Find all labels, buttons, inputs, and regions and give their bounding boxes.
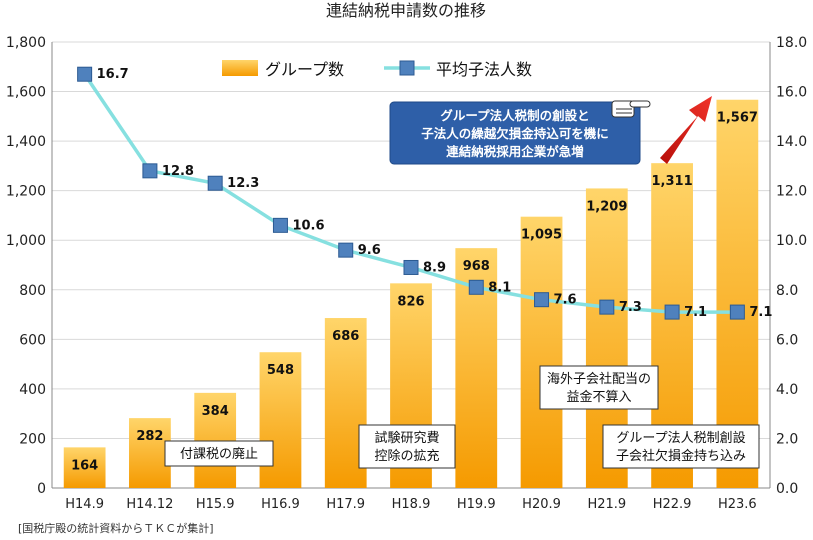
left-tick-label: 1,200	[6, 184, 46, 200]
line-series: 16.7 12.8 12.3 10.6 9.6 8.9 8.1 7.6 7.3 7.1 7.1	[77, 66, 772, 320]
line-marker	[534, 292, 550, 308]
annotation-tax-abolition-box	[164, 440, 274, 467]
bar	[716, 99, 759, 488]
bar-value-label: 1,311	[652, 174, 693, 189]
bar-value-label: 282	[136, 429, 163, 444]
annotation-rnd-credit-text: 試験研究費	[374, 430, 439, 446]
left-tick-label: 200	[19, 431, 46, 447]
x-tick-label: H23.6	[718, 497, 757, 512]
annotations: 付課税の廃止試験研究費控除の拡充海外子会社配当の益金不算入グループ法人税制創設子…	[164, 96, 760, 469]
line-marker	[338, 242, 354, 258]
x-tick-label: H20.9	[522, 497, 561, 512]
right-tick-label: 14.0	[776, 134, 807, 150]
line-marker	[142, 163, 158, 179]
bar-value-label: 686	[332, 329, 359, 344]
right-tick-label: 16.0	[776, 85, 807, 101]
callout-box	[389, 101, 641, 165]
callout-text: 連結納税採用企業が急増	[446, 144, 584, 159]
bar	[520, 216, 563, 488]
left-tick-label: 0	[37, 481, 46, 497]
left-tick-label: 1,400	[6, 134, 46, 150]
callout-text: 子法人の繰越欠損金持込可を機に	[421, 126, 609, 141]
right-tick-label: 18.0	[776, 35, 807, 51]
line-marker	[77, 66, 93, 82]
annotation-tax-abolition-text: 付課税の廃止	[180, 446, 258, 462]
left-tick-label: 800	[19, 283, 46, 299]
line-value-label: 8.9	[423, 260, 446, 275]
bar-value-label: 164	[71, 458, 98, 473]
right-tick-label: 10.0	[776, 233, 807, 249]
bar	[129, 418, 171, 488]
annotation-group-taxation-text: 子会社欠損金持ち込み	[616, 448, 746, 464]
right-tick-label: 4.0	[776, 382, 798, 398]
bar-value-label: 968	[463, 259, 490, 274]
line-value-label: 8.1	[488, 280, 511, 295]
annotation-foreign-dividend-text: 益金不算入	[566, 389, 631, 405]
left-tick-label: 1,000	[6, 233, 46, 249]
bar	[194, 392, 237, 488]
annotation-rnd-credit-box	[358, 424, 456, 469]
left-tick-label: 600	[19, 332, 46, 348]
line-value-label: 16.7	[97, 67, 129, 82]
legend-bar-label: グループ数	[265, 60, 344, 79]
annotation-group-taxation-text: グループ法人税制創設	[616, 430, 745, 446]
x-tick-label: H21.9	[587, 497, 626, 512]
right-tick-label: 12.0	[776, 184, 807, 200]
right-tick-label: 2.0	[776, 431, 798, 447]
line-value-label: 12.8	[162, 164, 194, 179]
line-value-label: 10.6	[292, 218, 324, 233]
line-value-label: 7.6	[554, 293, 577, 308]
callout-text: グループ法人税制の創設と	[440, 108, 589, 123]
left-tick-label: 400	[19, 382, 46, 398]
bar-value-label: 826	[397, 294, 424, 309]
left-tick-label: 1,800	[6, 35, 46, 51]
x-tick-label: H16.9	[261, 497, 300, 512]
line-marker	[272, 217, 288, 233]
line-marker	[729, 304, 745, 320]
line-marker	[664, 304, 680, 320]
bar-value-label: 548	[267, 363, 294, 378]
line-value-label: 9.6	[358, 243, 381, 258]
chart-title: 連結納税申請数の推移	[326, 1, 486, 20]
x-tick-label: H14.9	[65, 497, 104, 512]
hand-finger	[629, 100, 651, 108]
line-value-label: 7.1	[684, 305, 707, 320]
axes: 0 0.0 200 2.0 400 4.0 600 6.0 800 8.0 1,000 10.0 1,2…	[6, 35, 807, 512]
line-marker	[403, 259, 419, 275]
bar	[63, 447, 106, 488]
right-tick-label: 8.0	[776, 283, 798, 299]
line-value-label: 7.1	[749, 305, 772, 320]
right-tick-label: 0.0	[776, 481, 798, 497]
x-tick-label: H19.9	[457, 497, 496, 512]
annotation-foreign-dividend-box	[539, 365, 659, 410]
annotation-rnd-credit-text: 控除の拡充	[374, 448, 439, 464]
x-tick-label: H14.12	[126, 497, 173, 512]
gridlines	[52, 41, 770, 439]
x-tick-label: H15.9	[196, 497, 235, 512]
pointing-hand-icon	[611, 100, 651, 118]
legend-bar-swatch	[222, 60, 258, 76]
bar-value-label: 1,095	[521, 228, 562, 243]
x-tick-label: H18.9	[392, 497, 431, 512]
x-tick-label: H22.9	[653, 497, 692, 512]
bar-value-label: 1,209	[586, 199, 627, 214]
legend-line-label: 平均子法人数	[436, 60, 532, 79]
annotation-foreign-dividend-text: 海外子会社配当の	[547, 371, 651, 387]
source-note: [国税庁殿の統計資料からＴＫＣが集計]	[18, 521, 214, 535]
bar-value-label: 1,567	[717, 111, 758, 126]
line-marker	[468, 279, 484, 295]
line-value-label: 12.3	[227, 176, 259, 191]
left-tick-label: 1,600	[6, 85, 46, 101]
right-tick-label: 6.0	[776, 332, 798, 348]
bar-value-label: 384	[202, 404, 229, 419]
line-marker	[599, 299, 615, 315]
legend-line-marker	[399, 60, 415, 76]
line-value-label: 7.3	[619, 300, 642, 315]
x-tick-label: H17.9	[326, 497, 365, 512]
line-marker	[207, 175, 223, 191]
growth-arrow-icon	[660, 96, 712, 164]
legend: グループ数 平均子法人数	[222, 60, 532, 79]
annotation-group-taxation-box	[602, 424, 760, 469]
